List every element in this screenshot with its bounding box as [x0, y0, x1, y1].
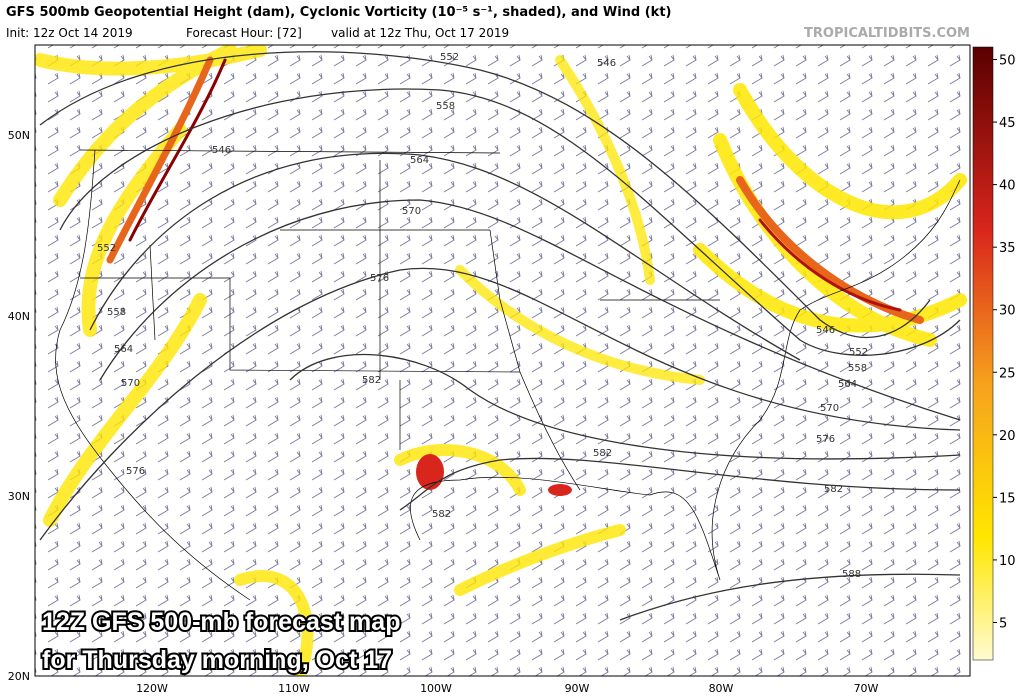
contour-label: 582: [593, 448, 612, 459]
lat-label: 30N: [8, 490, 30, 503]
contour-label: 552: [97, 243, 116, 254]
forecast-hour: Forecast Hour: [72]: [186, 26, 302, 40]
colorbar-tick-label: 15: [999, 491, 1016, 506]
contour-label: 582: [432, 509, 451, 520]
map: 552 558 546 564 570 576 582 546 552 558 …: [35, 45, 970, 676]
colorbar-tick-label: 25: [999, 366, 1016, 381]
title: GFS 500mb Geopotential Height (dam), Cyc…: [6, 5, 672, 20]
contour-label: 546: [212, 145, 231, 156]
colorbar-tick-label: 40: [999, 179, 1016, 194]
colorbar-tick-label: 10: [999, 554, 1016, 569]
brand: TROPICALTIDBITS.COM: [804, 26, 970, 41]
contour-label: 582: [362, 375, 381, 386]
lon-label: 110W: [278, 682, 310, 695]
lon-label: 100W: [420, 682, 452, 695]
contour-label: 576: [816, 434, 835, 445]
colorbar-tick-label: 45: [999, 116, 1016, 131]
height-contours: [39, 51, 961, 621]
colorbar-tick-label: 50: [999, 54, 1016, 69]
lon-labels: 120W 110W 100W 90W 80W 70W: [136, 682, 878, 695]
contour-label: 576: [370, 273, 389, 284]
contour-label: 552: [849, 347, 868, 358]
contour-label: 558: [848, 363, 867, 374]
caption-line: 12Z GFS 500-mb forecast map: [42, 608, 400, 636]
lon-label: 80W: [709, 682, 734, 695]
lat-label: 50N: [8, 129, 30, 142]
colorbar-tick-label: 20: [999, 429, 1016, 444]
contour-label: 564: [114, 344, 133, 355]
map-frame: [34, 44, 971, 677]
contour-label: 564: [838, 379, 857, 390]
contour-label: 588: [842, 569, 861, 580]
colorbar-ramp: [972, 46, 994, 661]
colorbar: 5 10 15 20 25 30 35 40 45 50: [972, 46, 1016, 661]
contour-label: 582: [824, 484, 843, 495]
contour-label: 546: [816, 325, 835, 336]
contour-label: 570: [820, 403, 839, 414]
lat-label: 40N: [8, 310, 30, 323]
vorticity-shading: [35, 45, 967, 676]
contour-labels: 552 558 546 564 570 576 582 546 552 558 …: [97, 52, 868, 580]
lon-label: 120W: [136, 682, 168, 695]
contour-label: 576: [126, 466, 145, 477]
colorbar-tick-label: 30: [999, 304, 1016, 319]
init: Init: 12z Oct 14 2019: [6, 26, 133, 40]
caption-line: for Thursday morning, Oct 17: [42, 646, 392, 674]
contour-label: 558: [107, 307, 126, 318]
contour-label: 564: [410, 155, 429, 166]
lat-label: 20N: [8, 670, 30, 683]
lon-label: 90W: [565, 682, 590, 695]
contour-label: 552: [440, 52, 459, 63]
contour-label: 546: [597, 58, 616, 69]
colorbar-tick-label: 35: [999, 241, 1016, 256]
valid-time: valid at 12z Thu, Oct 17 2019: [331, 26, 509, 40]
lon-label: 70W: [854, 682, 879, 695]
boundaries: [55, 149, 961, 601]
contour-label: 558: [436, 101, 455, 112]
colorbar-tick-label: 5: [999, 616, 1007, 631]
lat-labels: 50N 40N 30N 20N: [8, 129, 30, 683]
contour-label: 570: [402, 206, 421, 217]
contour-label: 570: [121, 378, 140, 389]
